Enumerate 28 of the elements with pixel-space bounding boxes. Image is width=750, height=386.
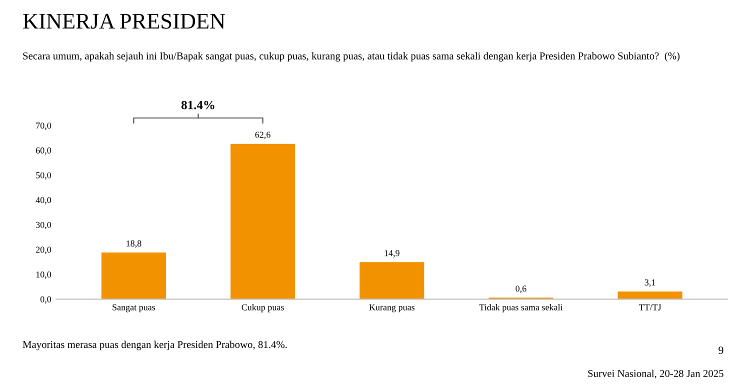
x-tick-label: Sangat puas (112, 304, 156, 312)
text: Mayoritas merasa puas dengan kerja Presiden Prabowo, 81.4%. (22, 340, 287, 350)
y-tick-label: 0,0 (40, 296, 52, 304)
text: Survei Nasional, 20-28 Jan 2025 (588, 370, 724, 379)
y-tick-label: 70,0 (36, 122, 52, 130)
bar (360, 262, 424, 300)
text: 81.4% (181, 100, 214, 110)
bar (101, 252, 166, 300)
bar (618, 291, 682, 300)
y-tick-label: 30,0 (36, 222, 52, 230)
x-tick-label: Tidak puas sama sekali (479, 304, 563, 312)
chart-title: KINERJA PRESIDEN (23, 14, 226, 29)
x-tick-label: TT/TJ (638, 304, 662, 310)
data-label: 14,9 (384, 250, 400, 258)
y-tick-label: 50,0 (36, 172, 52, 180)
data-label: 18,8 (126, 240, 142, 248)
y-tick-label: 40,0 (36, 197, 52, 204)
text: 9 (718, 346, 724, 354)
y-tick-label: 60,0 (36, 147, 52, 155)
data-label: 3,1 (644, 279, 656, 287)
y-tick-label: 10,0 (36, 271, 52, 279)
x-tick-label: Cukup puas (242, 304, 284, 312)
x-tick-label: Kurang puas (369, 304, 414, 312)
chart-subtitle: Secara umum, apakah sejauh ini Ibu/Bapak sangat puas, cukup puas, kurang puas, atau tidak puas sama sekali dengan kerja Presiden Prabowo Subianto? (%) (23, 52, 680, 62)
bar (230, 144, 296, 300)
data-label: 0,6 (516, 286, 526, 293)
y-tick-label: 20,0 (36, 246, 52, 254)
data-label: 62,6 (255, 132, 270, 140)
